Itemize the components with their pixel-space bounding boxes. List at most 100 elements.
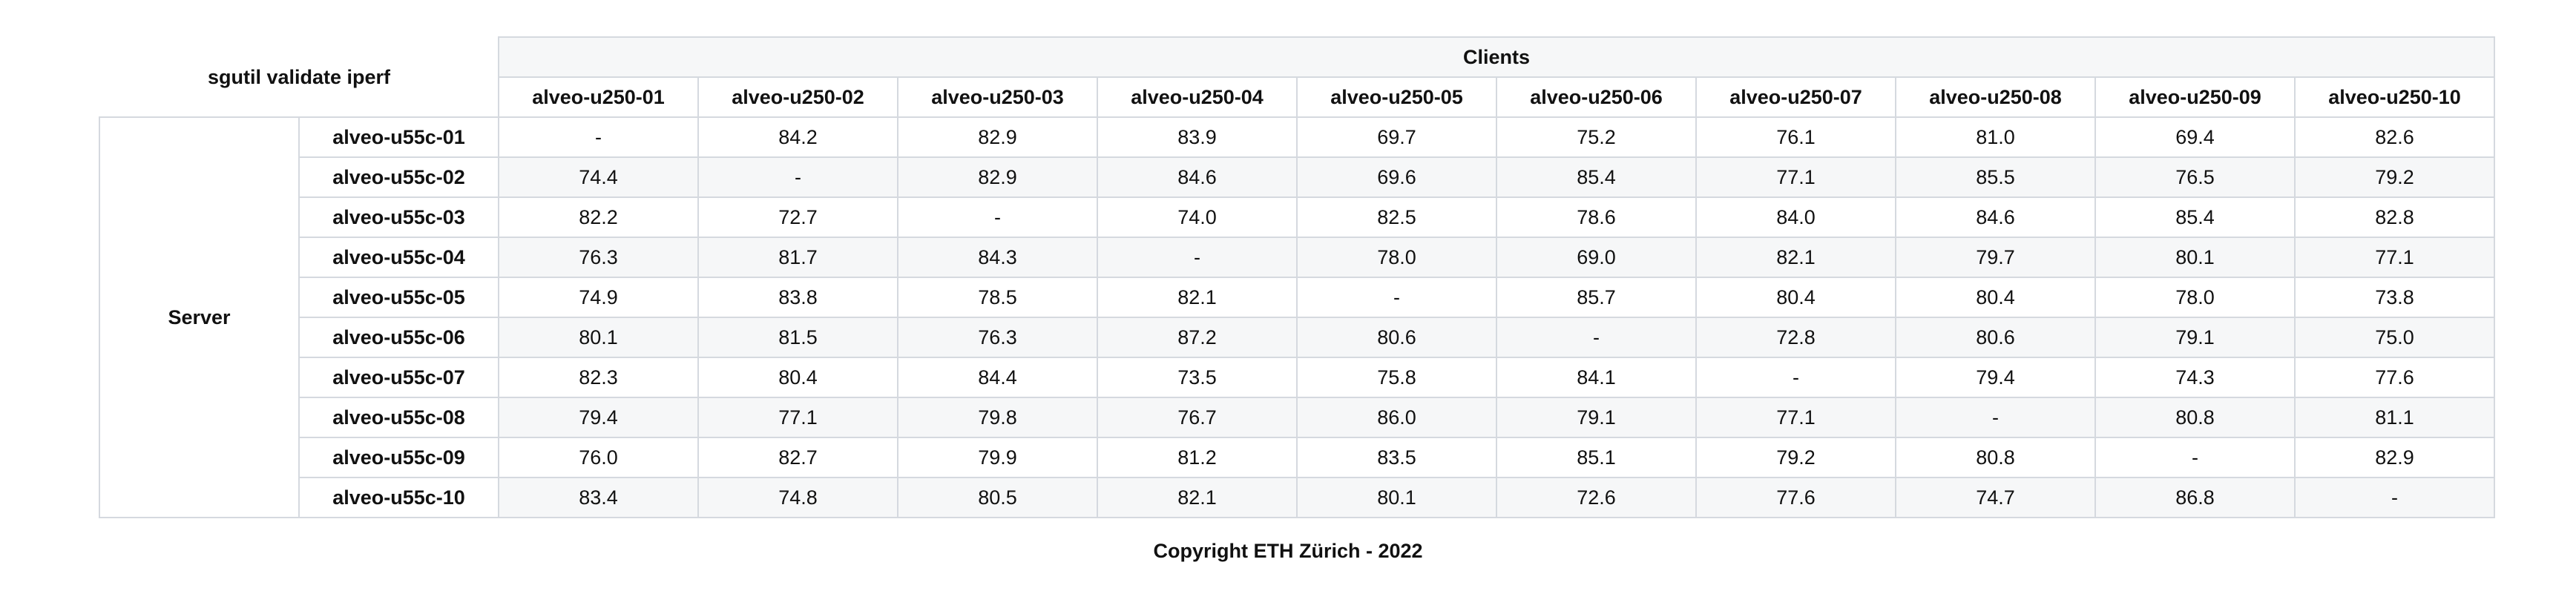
- throughput-cell: 80.1: [1296, 477, 1497, 518]
- table-row: alveo-u55c-07 82.3 80.4 84.4 73.5 75.8 84.1-79…: [99, 357, 2495, 398]
- throughput-cell: 75.8: [1296, 357, 1497, 398]
- table-row: alveo-u55c-04 76.3 81.7 84.3-78.0 69.0 82.1 79…: [99, 237, 2495, 278]
- column-header-client: alveo-u250-02: [697, 76, 898, 118]
- throughput-cell: 84.0: [1695, 196, 1896, 238]
- throughput-cell: -: [1296, 277, 1497, 318]
- throughput-cell: 82.8: [2294, 196, 2495, 238]
- row-header-server: alveo-u55c-10: [298, 477, 499, 518]
- throughput-cell: 69.4: [2094, 116, 2296, 158]
- throughput-cell: 77.6: [1695, 477, 1896, 518]
- throughput-cell: 76.1: [1695, 116, 1896, 158]
- row-header-server: alveo-u55c-06: [298, 317, 499, 358]
- throughput-cell: 85.1: [1496, 437, 1697, 478]
- throughput-cell: 73.8: [2294, 277, 2495, 318]
- throughput-cell: 84.3: [897, 237, 1098, 278]
- throughput-cell: 74.3: [2094, 357, 2296, 398]
- column-header-row: alveo-u250-01 alveo-u250-02 alveo-u250-03 a…: [99, 76, 2495, 118]
- throughput-cell: 84.2: [697, 116, 898, 158]
- throughput-cell: 72.6: [1496, 477, 1697, 518]
- throughput-cell: -: [697, 156, 898, 198]
- row-header-server: alveo-u55c-08: [298, 397, 499, 438]
- throughput-cell: 77.1: [1695, 397, 1896, 438]
- column-header-client: alveo-u250-03: [897, 76, 1098, 118]
- throughput-cell: 82.1: [1695, 237, 1896, 278]
- row-header-server: alveo-u55c-05: [298, 277, 499, 318]
- throughput-cell: 74.7: [1895, 477, 2096, 518]
- iperf-matrix-table: sgutil validate iperf Clients alveo-u250…: [99, 36, 2495, 518]
- throughput-cell: 79.2: [1695, 437, 1896, 478]
- throughput-cell: 85.4: [1496, 156, 1697, 198]
- table-row: alveo-u55c-03 82.2 72.7-74.0 82.5 78.6 84.0 84…: [99, 196, 2495, 238]
- throughput-cell: 83.5: [1296, 437, 1497, 478]
- throughput-cell: 84.1: [1496, 357, 1697, 398]
- copyright-footer: Copyright ETH Zürich - 2022: [1153, 540, 1423, 562]
- throughput-cell: 80.1: [498, 317, 699, 358]
- throughput-cell: 74.0: [1097, 196, 1298, 238]
- throughput-cell: 85.7: [1496, 277, 1697, 318]
- throughput-cell: 80.4: [697, 357, 898, 398]
- throughput-cell: 77.1: [697, 397, 898, 438]
- throughput-cell: 84.6: [1097, 156, 1298, 198]
- throughput-cell: 80.8: [1895, 437, 2096, 478]
- throughput-cell: 69.6: [1296, 156, 1497, 198]
- throughput-cell: 79.4: [498, 397, 699, 438]
- clients-header: Clients: [498, 36, 2495, 78]
- row-header-server: alveo-u55c-07: [298, 357, 499, 398]
- throughput-cell: 77.1: [2294, 237, 2495, 278]
- table-row: alveo-u55c-02 74.4-82.9 84.6 69.6 85.4 77.1 85…: [99, 156, 2495, 198]
- throughput-cell: 79.8: [897, 397, 1098, 438]
- column-header-client: alveo-u250-01: [498, 76, 699, 118]
- column-header-client: alveo-u250-05: [1296, 76, 1497, 118]
- throughput-cell: 76.3: [498, 237, 699, 278]
- throughput-cell: -: [1895, 397, 2096, 438]
- throughput-cell: 79.1: [2094, 317, 2296, 358]
- column-header-client: alveo-u250-06: [1496, 76, 1697, 118]
- throughput-cell: 86.8: [2094, 477, 2296, 518]
- throughput-cell: 81.0: [1895, 116, 2096, 158]
- throughput-cell: 82.2: [498, 196, 699, 238]
- throughput-cell: 73.5: [1097, 357, 1298, 398]
- column-header-client: alveo-u250-09: [2094, 76, 2296, 118]
- throughput-cell: 82.9: [897, 156, 1098, 198]
- row-header-server: alveo-u55c-03: [298, 196, 499, 238]
- throughput-cell: -: [2094, 437, 2296, 478]
- throughput-cell: 86.0: [1296, 397, 1497, 438]
- throughput-cell: -: [1097, 237, 1298, 278]
- column-header-client: alveo-u250-10: [2294, 76, 2495, 118]
- throughput-cell: 76.7: [1097, 397, 1298, 438]
- throughput-cell: -: [2294, 477, 2495, 518]
- table-row: alveo-u55c-09 76.0 82.7 79.9 81.2 83.5 85.1 79.…: [99, 437, 2495, 478]
- throughput-cell: 83.8: [697, 277, 898, 318]
- throughput-cell: 74.9: [498, 277, 699, 318]
- table-body: Server alveo-u55c-01-84.2 82.9 83.9 69.7 75.2…: [99, 116, 2495, 518]
- column-header-client: alveo-u250-08: [1895, 76, 2096, 118]
- server-header: Server: [99, 116, 300, 518]
- throughput-cell: 81.5: [697, 317, 898, 358]
- throughput-cell: 78.0: [1296, 237, 1497, 278]
- throughput-cell: 80.6: [1296, 317, 1497, 358]
- throughput-cell: 81.7: [697, 237, 898, 278]
- throughput-cell: 69.0: [1496, 237, 1697, 278]
- throughput-cell: 78.0: [2094, 277, 2296, 318]
- throughput-cell: 77.6: [2294, 357, 2495, 398]
- throughput-cell: 85.4: [2094, 196, 2296, 238]
- throughput-cell: 82.9: [2294, 437, 2495, 478]
- throughput-cell: 80.4: [1895, 277, 2096, 318]
- throughput-cell: 74.8: [697, 477, 898, 518]
- throughput-cell: 79.2: [2294, 156, 2495, 198]
- throughput-cell: 83.4: [498, 477, 699, 518]
- throughput-cell: 80.6: [1895, 317, 2096, 358]
- throughput-cell: 79.9: [897, 437, 1098, 478]
- throughput-cell: -: [1695, 357, 1896, 398]
- table-caption: sgutil validate iperf: [99, 37, 499, 118]
- throughput-cell: 77.1: [1695, 156, 1896, 198]
- throughput-cell: 75.2: [1496, 116, 1697, 158]
- throughput-cell: -: [897, 196, 1098, 238]
- throughput-cell: 75.0: [2294, 317, 2495, 358]
- throughput-cell: 76.3: [897, 317, 1098, 358]
- table-row: Server alveo-u55c-01-84.2 82.9 83.9 69.7 75.2…: [99, 116, 2495, 518]
- row-header-server: alveo-u55c-09: [298, 437, 499, 478]
- table-row: alveo-u55c-05 74.9 83.8 78.5 82.1-85.7 80.4 80…: [99, 277, 2495, 318]
- column-header-client: alveo-u250-07: [1695, 76, 1896, 118]
- throughput-cell: 78.5: [897, 277, 1098, 318]
